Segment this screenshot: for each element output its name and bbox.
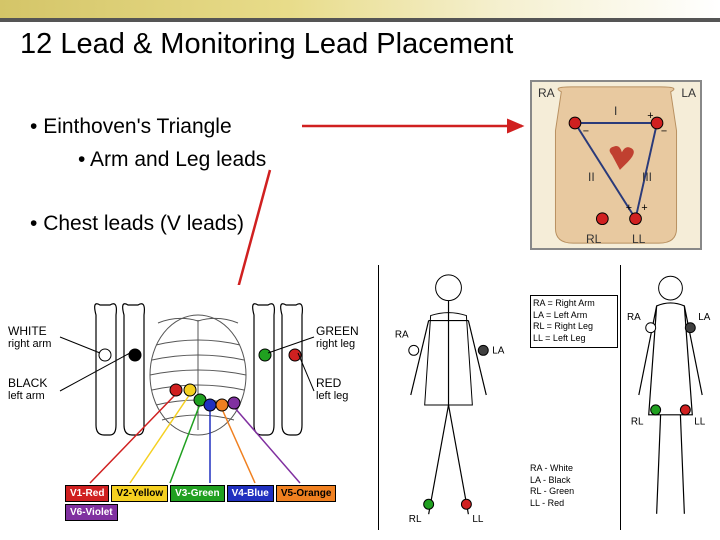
label-black-sub: left arm [8, 390, 45, 402]
einthoven-label-i: I [614, 104, 617, 118]
einthoven-label-la: LA [681, 86, 696, 100]
vtag-v1-red: V1-Red [65, 485, 109, 502]
vtag-v2-yellow: V2-Yellow [111, 485, 168, 502]
einthoven-label-ll: LL [632, 232, 645, 246]
label-green-sub: right leg [316, 338, 355, 350]
einthoven-label-ra: RA [538, 86, 555, 100]
svg-text:LL: LL [694, 417, 705, 428]
slide-title: 12 Lead & Monitoring Lead Placement [20, 28, 513, 61]
svg-text:RA: RA [395, 329, 409, 340]
label-red-sub: left leg [316, 390, 348, 402]
header-band [0, 0, 720, 18]
label-green: GREEN [316, 324, 359, 338]
legend-colors: RA - WhiteLA - BlackRL - GreenLL - Red [530, 463, 608, 510]
bullet-arm-leg: Arm and Leg leads [78, 148, 266, 172]
svg-text:−: − [583, 126, 589, 138]
einthoven-label-rl: RL [586, 232, 601, 246]
vtag-v3-green: V3-Green [170, 485, 224, 502]
bullet-chest: Chest leads (V leads) [30, 212, 244, 236]
einthoven-label-ii: II [588, 170, 595, 184]
svg-text:−: − [661, 126, 667, 138]
vtag-v4-blue: V4-Blue [227, 485, 274, 502]
vtag-v6-violet: V6-Violet [65, 504, 118, 521]
label-white: WHITE [8, 324, 47, 338]
svg-text:LA: LA [698, 312, 710, 323]
chest-diagram: WHITE right arm BLACK left arm GREEN rig… [0, 285, 375, 500]
body-diagram-limbs: RA LA RL LL [378, 265, 523, 530]
bottom-diagrams: WHITE right arm BLACK left arm GREEN rig… [0, 285, 720, 540]
label-white-sub: right arm [8, 338, 51, 350]
svg-text:RL: RL [409, 514, 422, 525]
legend-abbreviations: RA = Right ArmLA = Left ArmRL = Right Le… [530, 295, 618, 348]
svg-text:LA: LA [492, 345, 505, 356]
label-black: BLACK [8, 376, 47, 390]
label-red: RED [316, 376, 342, 390]
einthoven-diagram: − + − + + RA LA RL LL I II III [530, 80, 702, 250]
vtag-v5-orange: V5-Orange [276, 485, 337, 502]
svg-text:+: + [641, 202, 647, 214]
svg-text:LL: LL [472, 514, 484, 525]
svg-text:+: + [626, 202, 632, 214]
einthoven-label-iii: III [642, 170, 652, 184]
bullet-einthoven: Einthoven's Triangle [30, 115, 232, 139]
svg-text:+: + [647, 110, 653, 122]
body-diagram-torso: RA LA RL LL [620, 265, 720, 530]
svg-text:RL: RL [631, 417, 644, 428]
v-lead-tags: V1-RedV2-YellowV3-GreenV4-BlueV5-Orange V… [65, 485, 355, 521]
svg-text:RA: RA [627, 312, 641, 323]
